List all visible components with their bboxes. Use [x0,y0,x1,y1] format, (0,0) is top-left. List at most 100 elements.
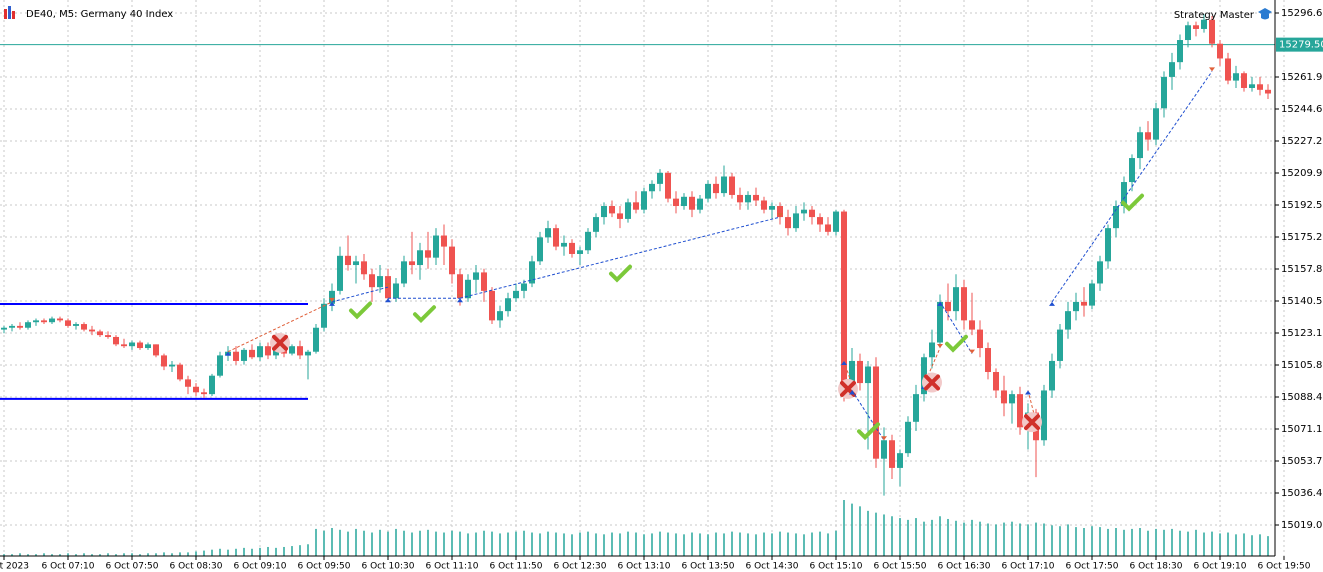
candle-body [897,453,903,468]
x-tick-label: 6 Oct 08:30 [170,562,223,572]
candle-body [49,318,55,323]
candle-body [1089,283,1095,306]
x-tick-label: 6 Oct 17:50 [1066,562,1119,572]
trades-layer [225,67,1215,441]
x-tick-label: 6 Oct 2023 [0,562,29,572]
y-tick-label: 15296.65 [1281,8,1323,19]
candle-body [337,255,343,291]
volume-layer [3,500,1269,556]
candle-body [881,440,887,459]
entry-arrow [329,301,335,306]
candle-body [1177,40,1183,63]
y-tick-label: 15088.45 [1281,392,1323,403]
candle-body [1057,329,1063,361]
candle-body [457,274,463,299]
exit-arrow [881,436,887,441]
win-check [857,422,880,441]
candle-body [921,357,927,395]
candle-body [873,366,879,459]
candle-body [217,355,223,376]
x-tick-label: 6 Oct 13:50 [682,562,735,572]
x-tick-label: 6 Oct 14:30 [746,562,799,572]
candle-body [849,360,855,395]
candle-body [185,379,191,387]
candle-body [1153,108,1159,140]
plot-layer [0,14,1275,496]
candle-body [977,329,983,349]
candle-body [825,224,831,232]
candle-body [401,261,407,284]
candle-body [41,320,47,323]
candle-body [1113,206,1119,229]
candle-body [497,311,503,321]
candle-body [993,372,999,391]
candle-body [201,392,207,395]
candle-body [545,228,551,238]
candle-body [1097,261,1103,284]
candle-body [1265,89,1271,94]
candle-body [713,183,719,194]
exit-arrow [385,283,391,288]
x-tick-label: 6 Oct 16:30 [938,562,991,572]
win-check [609,264,632,283]
win-check [945,334,968,353]
candle-body [1201,19,1207,29]
exit-arrow [969,349,975,354]
y-tick-label: 15053.75 [1281,456,1323,467]
loss-cross [1024,414,1040,431]
candle-body [17,325,23,328]
exit-arrow [937,344,943,349]
candle-body [169,364,175,367]
win-check [413,305,436,324]
entry-arrow [385,298,391,303]
candle-body [657,172,663,184]
x-tick-label: 6 Oct 09:50 [298,562,351,572]
candle-body [265,346,271,356]
x-tick-label: 6 Oct 19:50 [1258,562,1311,572]
candle-body [937,301,943,343]
candle-body [529,261,535,284]
y-tick-label: 15019.05 [1281,520,1323,531]
exit-arrow [457,294,463,299]
exit-arrow [329,297,335,302]
candle-body [89,329,95,332]
candle-body [57,318,63,321]
chart-title: DE40, M5: Germany 40 Index [26,9,173,20]
y-tick-label: 15244.60 [1281,104,1323,115]
candle-body [785,217,791,229]
candle-body [577,250,583,254]
trade-line [939,301,973,354]
y-tick-label: 15175.20 [1281,232,1323,243]
candle-body [1233,73,1239,81]
candle-body [1241,73,1247,88]
candle-body [617,213,623,219]
candle-body [1049,360,1055,391]
candle-body [1017,394,1023,428]
y-tick-label: 15105.80 [1281,360,1323,371]
candle-body [1041,390,1047,441]
entry-arrow [1049,301,1055,306]
candle-body [1129,158,1135,183]
candle-body [409,261,415,266]
candle-body [769,206,775,210]
candle-body [33,320,39,323]
x-tick-label: 6 Oct 19:10 [1194,562,1247,572]
candle-body [1065,311,1071,330]
candle-body [953,287,959,312]
candle-body [369,274,375,288]
candle-body [841,211,847,395]
y-tick-label: 15227.25 [1281,136,1323,147]
candle-body [121,344,127,347]
candle-body [465,279,471,299]
candle-body [81,324,87,330]
candle-body [857,360,863,384]
candle-body [801,209,807,214]
candle-body [377,276,383,288]
candle-body [649,183,655,192]
candle-body [1081,301,1087,306]
candle-body [233,351,239,361]
candle-body [537,237,543,262]
y-tick-label: 15192.55 [1281,200,1323,211]
candle-body [553,228,559,247]
